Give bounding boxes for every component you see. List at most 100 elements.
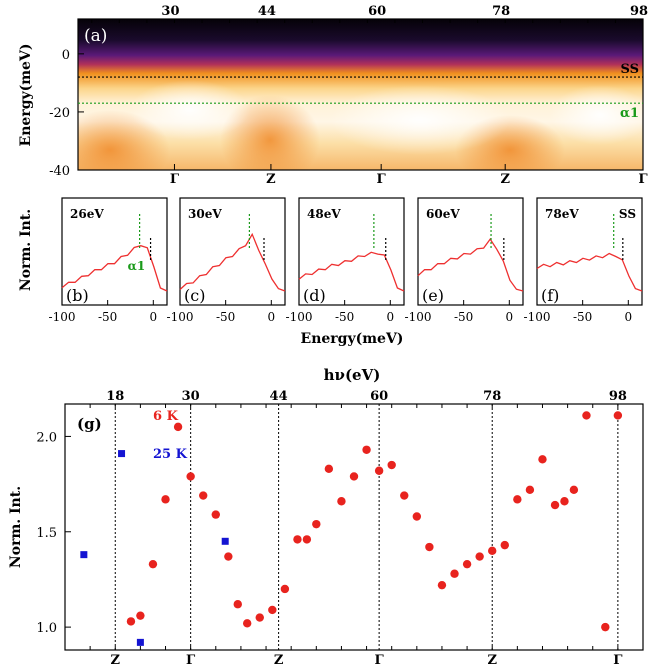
bottom-tick-label-g: Z <box>487 653 497 668</box>
y-tick-label-g: 1.5 <box>36 526 57 541</box>
point-6k <box>349 472 359 481</box>
point-6k <box>525 485 535 495</box>
point-25k <box>80 551 88 559</box>
point-6k <box>387 460 396 470</box>
edc-x-tick-label: -50 <box>216 310 235 324</box>
reference-label-ss: SS <box>621 62 640 77</box>
edc-x-tick-label: 0 <box>624 310 632 324</box>
edc-frame <box>417 197 524 306</box>
panel-label-a: (a) <box>84 26 107 46</box>
edc-tag-label: SS <box>619 207 636 221</box>
point-6k <box>513 495 522 504</box>
reference-label-alpha1: α1 <box>620 106 639 121</box>
point-6k <box>560 497 569 506</box>
point-6k <box>362 445 371 454</box>
bottom-tick-label-a: Γ <box>377 172 387 187</box>
y-tick-label-a: -20 <box>49 106 70 121</box>
edc-panel-label: (c) <box>184 286 205 305</box>
bottom-tick-label-g: Γ <box>613 653 623 668</box>
point-6k <box>550 500 560 510</box>
edc-x-tick-label: -100 <box>167 310 194 324</box>
point-6k <box>293 535 302 544</box>
top-tick-label-a: 78 <box>492 4 510 19</box>
y-tick-label-g: 2.0 <box>36 430 57 445</box>
edc-panel-e: 60eV (e) -100 -50 0 <box>405 197 524 324</box>
edc-x-tick-label: -50 <box>98 310 117 324</box>
edc-x-tick-label: 0 <box>267 310 275 324</box>
bottom-tick-label-a: Γ <box>638 172 648 187</box>
point-6k <box>437 580 447 590</box>
point-6k <box>475 552 484 561</box>
point-6k <box>312 519 321 529</box>
point-25k <box>221 537 229 545</box>
edc-x-tick-label: -100 <box>286 310 313 324</box>
top-tick-label-g: 78 <box>483 389 501 404</box>
bottom-tick-label-a: Z <box>500 172 510 187</box>
heatmap-frame <box>77 18 644 171</box>
edc-x-tick-label: -100 <box>49 310 76 324</box>
edc-x-tick-label: -100 <box>405 310 432 324</box>
edc-x-tick-label: 0 <box>149 310 157 324</box>
y-axis-label-a: Energy(meV) <box>18 44 34 147</box>
point-6k <box>136 611 145 620</box>
scatter-frame <box>64 403 644 651</box>
point-6k <box>148 559 158 569</box>
panel-a: SS α1 0 -20 -40 30 44 60 78 98 Γ Z Γ Z Γ (a) Energy(m… <box>18 4 648 187</box>
edc-panel-label: (e) <box>422 286 444 305</box>
y-tick-label-g: 1.0 <box>36 621 57 636</box>
point-25k <box>136 638 144 646</box>
edc-tag-label: α1 <box>128 259 146 273</box>
edc-panel-f: 78eV (f) SS -100 -50 0 <box>524 197 643 324</box>
edc-photon-label: 30eV <box>188 207 222 221</box>
y-axis-label-g: Norm. Int. <box>8 486 24 568</box>
point-6k <box>582 411 591 420</box>
x-axis-label-edc: Energy(meV) <box>301 331 404 347</box>
edc-x-tick-label: -50 <box>454 310 473 324</box>
point-6k <box>412 512 422 521</box>
edc-curve <box>298 251 405 292</box>
point-6k <box>126 617 136 626</box>
point-6k <box>450 569 459 578</box>
point-6k <box>161 495 170 504</box>
panel-g: 1.0 1.5 2.0 18 30 44 60 78 98 Z Γ Z Γ Z Γ hν(eV) (g) N… <box>8 366 644 668</box>
bottom-tick-label-a: Z <box>266 172 276 187</box>
legend-25k: 25 K <box>153 447 188 462</box>
point-6k <box>337 497 346 506</box>
y-axis-label-edc: Norm. Int. <box>18 209 34 291</box>
bottom-tick-label-g: Z <box>274 653 284 668</box>
point-6k <box>500 540 509 550</box>
point-6k <box>280 584 290 594</box>
point-6k <box>613 411 623 420</box>
point-6k <box>173 422 183 432</box>
top-tick-label-g: 18 <box>106 389 124 404</box>
y-tick-label-a: 0 <box>62 48 70 63</box>
point-6k <box>255 613 264 622</box>
edc-x-tick-label: -50 <box>335 310 354 324</box>
edc-panel-label: (d) <box>303 286 326 305</box>
top-tick-label-a: 98 <box>630 4 648 19</box>
point-6k <box>233 600 242 609</box>
top-tick-label-a: 44 <box>258 4 276 19</box>
bottom-tick-label-g: Z <box>111 653 121 668</box>
edc-panel-c: 30eV (c) -100 -50 0 <box>167 197 286 324</box>
edc-x-tick-label: -100 <box>524 310 551 324</box>
edc-frame <box>61 197 168 306</box>
top-tick-label-g: 44 <box>270 389 288 404</box>
y-tick-label-a: -40 <box>49 164 70 179</box>
bottom-tick-label-g: Γ <box>375 653 385 668</box>
edc-frame <box>179 197 286 306</box>
point-6k <box>199 491 208 500</box>
edc-photon-label: 26eV <box>70 207 104 221</box>
point-6k <box>601 622 610 632</box>
point-6k <box>224 552 233 561</box>
point-6k <box>569 485 579 495</box>
edc-x-tick-label: 0 <box>505 310 513 324</box>
point-6k <box>211 510 220 519</box>
edc-curve <box>179 232 286 292</box>
edc-curve <box>536 252 643 292</box>
top-tick-label-a: 60 <box>368 4 386 19</box>
point-6k <box>538 455 547 464</box>
top-tick-label-a: 30 <box>161 4 179 19</box>
